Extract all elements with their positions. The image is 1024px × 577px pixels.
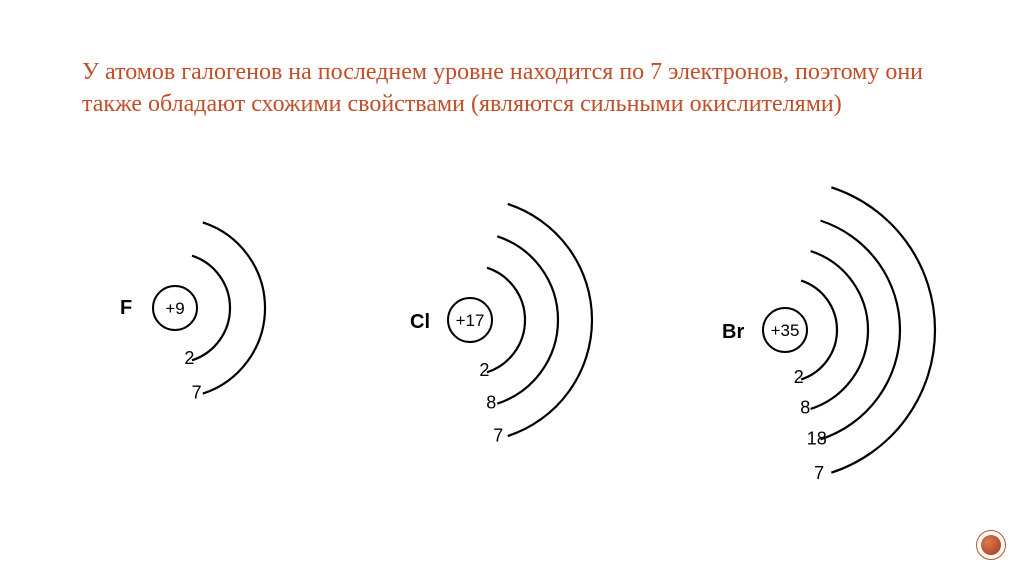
atom-chlorine: Cl +17 2 8 7: [380, 242, 680, 527]
chlorine-shell1-count: 2: [479, 360, 489, 380]
bromine-shell2-count: 8: [800, 397, 810, 417]
title-text: У атомов галогенов на последнем уровне н…: [82, 56, 962, 121]
bromine-shell3-count: 18: [807, 429, 827, 449]
title-block: У атомов галогенов на последнем уровне н…: [82, 56, 962, 121]
corner-badge: [976, 530, 1006, 560]
corner-badge-dot: [981, 535, 1001, 555]
chlorine-symbol: Cl: [410, 311, 430, 333]
bromine-charge: +35: [771, 321, 800, 340]
chlorine-shell2-count: 8: [486, 392, 496, 412]
corner-badge-ring: [976, 530, 1006, 560]
atom-bromine: Br +35 2 8 18 7: [690, 252, 1020, 577]
chlorine-shell-3: [508, 204, 592, 436]
fluorine-symbol: F: [120, 297, 132, 319]
bromine-shell4-count: 7: [814, 463, 824, 483]
atom-fluorine: F +9 2 7: [90, 230, 350, 465]
fluorine-shell-2: [203, 222, 265, 393]
bromine-symbol: Br: [722, 321, 744, 343]
chlorine-shell3-count: 7: [493, 426, 503, 446]
fluorine-shell1-count: 2: [184, 348, 194, 368]
atom-diagrams-container: F +9 2 7 Cl +17 2 8 7: [0, 210, 1024, 550]
chlorine-charge: +17: [456, 311, 485, 330]
bromine-shell1-count: 2: [794, 367, 804, 387]
bromine-shell-2: [811, 251, 868, 409]
fluorine-charge: +9: [165, 299, 184, 318]
chlorine-shell-2: [497, 236, 558, 403]
bromine-shell-4: [831, 187, 935, 472]
fluorine-shell2-count: 7: [192, 382, 202, 402]
bromine-shell-3: [821, 221, 900, 440]
